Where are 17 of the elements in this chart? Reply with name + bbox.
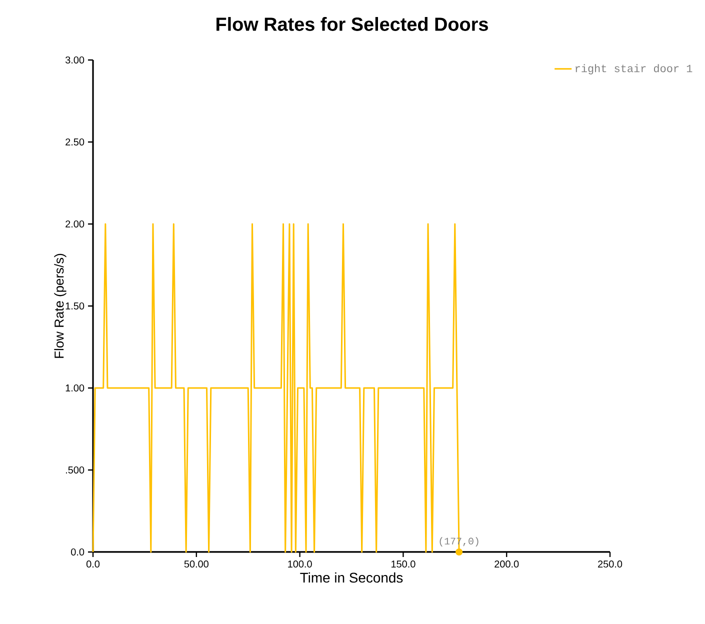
x-tick-label: 250.0 bbox=[598, 560, 622, 568]
x-tick-label: 100.0 bbox=[288, 560, 312, 568]
y-tick-label: 2.00 bbox=[66, 220, 84, 228]
x-tick-label: 50.00 bbox=[184, 560, 208, 568]
y-axis-title: Flow Rate (pers/s) bbox=[54, 254, 66, 358]
y-tick-label: 1.00 bbox=[66, 384, 84, 392]
legend-label: right stair door 1 bbox=[576, 64, 692, 74]
x-axis-title: Time in Seconds bbox=[300, 572, 403, 583]
y-tick-label: 0.0 bbox=[71, 548, 84, 556]
x-tick-label: 0.0 bbox=[86, 560, 100, 568]
y-tick-label: 3.00 bbox=[65, 56, 84, 64]
chart-title: Flow Rates for Selected Doors bbox=[216, 17, 488, 31]
y-tick-label: 2.50 bbox=[66, 138, 84, 146]
y-tick-label: .500 bbox=[66, 466, 84, 474]
x-tick-label: 200.0 bbox=[494, 560, 519, 568]
x-tick-label: 150.0 bbox=[392, 560, 416, 568]
y-tick-label: 1.50 bbox=[66, 302, 84, 310]
